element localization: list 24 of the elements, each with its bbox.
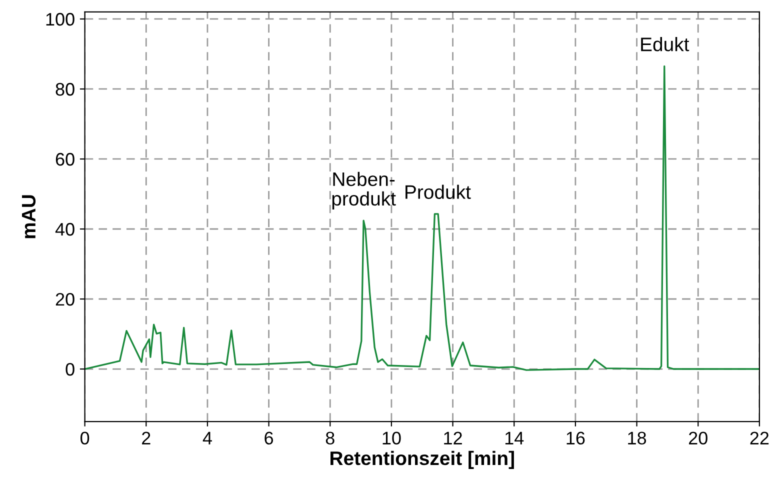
x-axis-title: Retentionszeit [min] xyxy=(330,450,514,469)
x-tick-label: 22 xyxy=(750,432,769,444)
x-tick-label: 12 xyxy=(444,432,462,444)
x-tick-label: 16 xyxy=(566,432,585,445)
y-tick-label: 80 xyxy=(56,82,74,96)
x-tick-label: 2 xyxy=(142,432,150,444)
y-tick-label: 20 xyxy=(56,292,74,306)
x-tick-label: 6 xyxy=(264,432,274,445)
y-tick-label: 0 xyxy=(66,362,74,376)
y-axis-title: mAU xyxy=(22,195,36,238)
x-tick-label: 8 xyxy=(326,432,334,445)
x-tick-label: 18 xyxy=(628,432,646,445)
y-tick-label: 40 xyxy=(55,222,74,236)
x-tick-label: 4 xyxy=(202,432,212,444)
y-tick-label: 100 xyxy=(46,12,74,26)
y-tick-label: 60 xyxy=(56,152,74,166)
annotation: Neben- produkt xyxy=(332,172,396,210)
annotation: Edukt xyxy=(641,36,690,52)
x-tick-label: 14 xyxy=(505,432,524,444)
x-tick-label: 10 xyxy=(382,432,401,445)
x-tick-label: 0 xyxy=(80,432,90,445)
annotation: Produkt xyxy=(406,184,471,199)
x-tick-label: 20 xyxy=(688,432,708,445)
line-series xyxy=(84,65,760,371)
